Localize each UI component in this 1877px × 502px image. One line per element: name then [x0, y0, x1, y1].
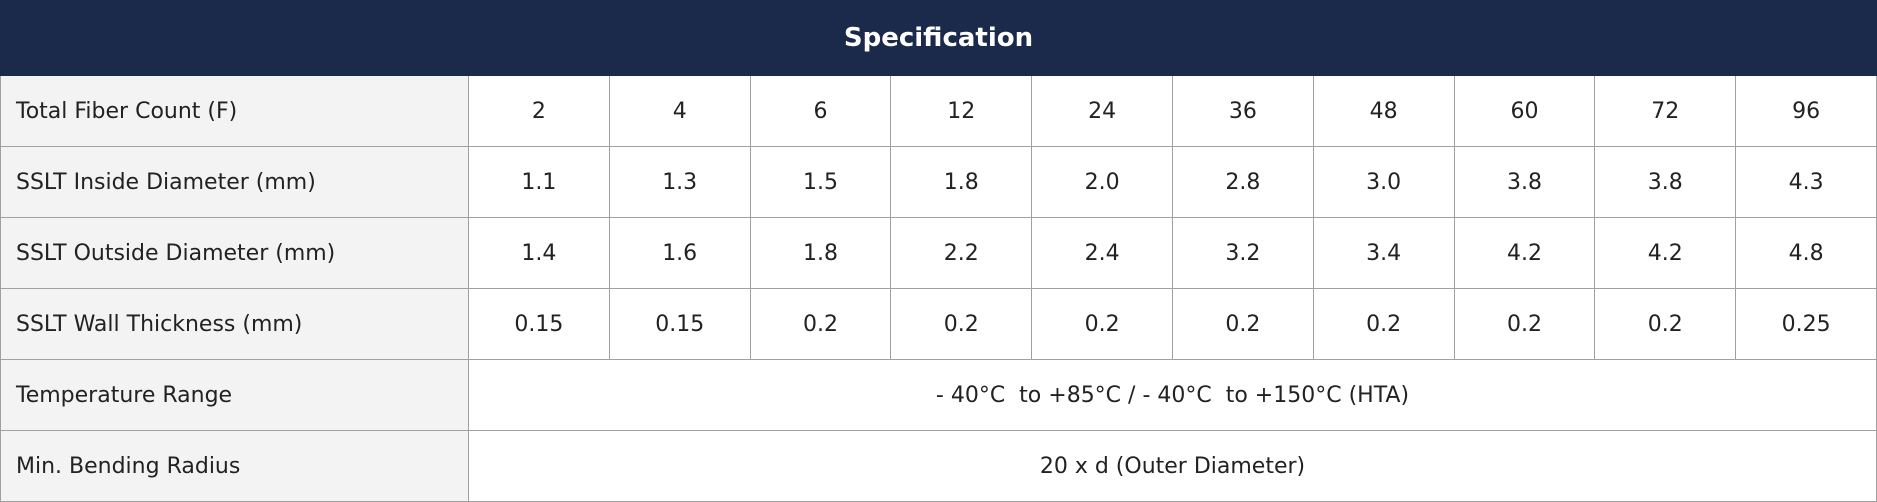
table-cell: 0.2	[749, 288, 892, 360]
table-cell: 3.2	[1171, 217, 1314, 289]
table-row: SSLT Inside Diameter (mm) 1.1 1.3 1.5 1.8 2.0…	[0, 146, 1877, 218]
table-cell: 60	[1453, 75, 1596, 147]
table-row: SSLT Wall Thickness (mm) 0.15 0.15 0.2 0.2 0.…	[0, 288, 1877, 360]
table-cell: 1.6	[608, 217, 751, 289]
row-label: SSLT Outside Diameter (mm)	[0, 217, 469, 289]
row-label: Min. Bending Radius	[0, 430, 469, 502]
row-label: SSLT Wall Thickness (mm)	[0, 288, 469, 360]
table-cell: - 40°C to +85°C / - 40°C to +150°C (HTA)	[468, 359, 1877, 431]
table-cell: 96	[1735, 75, 1877, 147]
table-cell: 4.2	[1453, 217, 1596, 289]
row-label: Temperature Range	[0, 359, 469, 431]
table-cell: 0.2	[1031, 288, 1173, 360]
table-cell: 0.15	[608, 288, 751, 360]
table-cell: 3.8	[1453, 146, 1596, 218]
table-cell: 0.25	[1735, 288, 1877, 360]
table-cell: 0.15	[468, 288, 610, 360]
table-cell: 2.2	[890, 217, 1033, 289]
table-cell: 4.3	[1735, 146, 1877, 218]
table-cell: 72	[1594, 75, 1737, 147]
table-cell: 4	[608, 75, 751, 147]
table-cell: 2.8	[1171, 146, 1314, 218]
table-cell: 1.1	[468, 146, 610, 218]
table-cell: 24	[1031, 75, 1173, 147]
table-cell: 0.2	[1312, 288, 1455, 360]
table-cell: 3.8	[1594, 146, 1737, 218]
table-cell: 6	[749, 75, 892, 147]
table-cell: 3.4	[1312, 217, 1455, 289]
table-cell: 2.0	[1031, 146, 1173, 218]
row-label: SSLT Inside Diameter (mm)	[0, 146, 469, 218]
table-cell: 4.8	[1735, 217, 1877, 289]
table-cell: 3.0	[1312, 146, 1455, 218]
table-cell: 12	[890, 75, 1033, 147]
table-row: Temperature Range - 40°C to +85°C / - 40°…	[0, 359, 1877, 431]
table-row: Total Fiber Count (F) 2 4 6 12 24 36 48 60 72 96	[0, 75, 1877, 147]
table-cell: 1.8	[890, 146, 1033, 218]
table-cell: 0.2	[1594, 288, 1737, 360]
table-cell: 1.5	[749, 146, 892, 218]
table-cell: 36	[1171, 75, 1314, 147]
table-cell: 0.2	[890, 288, 1033, 360]
table-body: Total Fiber Count (F) 2 4 6 12 24 36 48 60 72 96 SS…	[0, 75, 1877, 502]
table-cell: 20 x d (Outer Diameter)	[468, 430, 1877, 502]
table-cell: 0.2	[1453, 288, 1596, 360]
table-cell: 1.4	[468, 217, 610, 289]
table-cell: 2.4	[1031, 217, 1173, 289]
header-row: Specification	[0, 0, 1877, 76]
table-cell: 2	[468, 75, 610, 147]
table-cell: 48	[1312, 75, 1455, 147]
row-label: Total Fiber Count (F)	[0, 75, 469, 147]
table-row: Min. Bending Radius 20 x d (Outer Diamete…	[0, 430, 1877, 502]
table-cell: 0.2	[1171, 288, 1314, 360]
table-cell: 1.3	[608, 146, 751, 218]
table-row: SSLT Outside Diameter (mm) 1.4 1.6 1.8 2.2 2.…	[0, 217, 1877, 289]
table-cell: 4.2	[1594, 217, 1737, 289]
table-cell: 1.8	[749, 217, 892, 289]
table-title: Specification	[0, 0, 1877, 76]
